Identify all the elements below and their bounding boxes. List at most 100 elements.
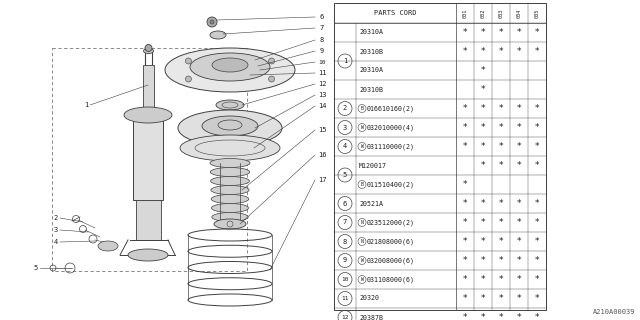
Text: *: * bbox=[463, 256, 467, 265]
Text: *: * bbox=[535, 294, 540, 303]
Text: *: * bbox=[516, 313, 521, 320]
Text: 004: 004 bbox=[516, 8, 522, 18]
Text: 8: 8 bbox=[343, 238, 347, 244]
Text: *: * bbox=[516, 47, 521, 56]
Text: 16: 16 bbox=[317, 152, 326, 158]
Text: W: W bbox=[360, 277, 364, 282]
Text: 005: 005 bbox=[534, 8, 540, 18]
Text: W: W bbox=[360, 125, 364, 130]
Text: *: * bbox=[481, 237, 485, 246]
Text: *: * bbox=[481, 85, 485, 94]
Circle shape bbox=[186, 58, 191, 64]
Text: 4: 4 bbox=[54, 239, 58, 245]
Ellipse shape bbox=[190, 53, 270, 81]
Ellipse shape bbox=[180, 135, 280, 161]
Text: 14: 14 bbox=[317, 103, 326, 109]
Text: 023512000(2): 023512000(2) bbox=[367, 219, 415, 226]
Text: 20310B: 20310B bbox=[359, 49, 383, 54]
Text: 032008000(6): 032008000(6) bbox=[367, 257, 415, 264]
Circle shape bbox=[186, 76, 191, 82]
Circle shape bbox=[269, 76, 275, 82]
Text: *: * bbox=[516, 294, 521, 303]
Text: 5: 5 bbox=[34, 265, 38, 271]
Text: *: * bbox=[516, 104, 521, 113]
Bar bbox=[136, 200, 161, 240]
Text: 15: 15 bbox=[317, 127, 326, 133]
Text: *: * bbox=[499, 256, 503, 265]
Text: 20310A: 20310A bbox=[359, 68, 383, 74]
Text: *: * bbox=[463, 294, 467, 303]
Text: 003: 003 bbox=[499, 8, 504, 18]
Text: *: * bbox=[481, 28, 485, 37]
Text: *: * bbox=[499, 237, 503, 246]
Text: *: * bbox=[535, 237, 540, 246]
Text: *: * bbox=[499, 47, 503, 56]
Text: 6: 6 bbox=[320, 14, 324, 20]
Ellipse shape bbox=[124, 107, 172, 123]
Text: 11: 11 bbox=[341, 296, 349, 301]
Text: *: * bbox=[535, 313, 540, 320]
Text: *: * bbox=[535, 104, 540, 113]
Text: *: * bbox=[499, 218, 503, 227]
Text: *: * bbox=[535, 28, 540, 37]
Text: 20310B: 20310B bbox=[359, 86, 383, 92]
Text: *: * bbox=[499, 275, 503, 284]
Text: *: * bbox=[481, 47, 485, 56]
Text: 7: 7 bbox=[320, 25, 324, 31]
Ellipse shape bbox=[165, 48, 295, 92]
Circle shape bbox=[210, 20, 214, 24]
Text: 9: 9 bbox=[320, 48, 324, 54]
Text: 17: 17 bbox=[317, 177, 326, 183]
Text: *: * bbox=[463, 47, 467, 56]
Text: 11: 11 bbox=[317, 70, 326, 76]
Text: B: B bbox=[360, 106, 364, 111]
Text: 4: 4 bbox=[343, 143, 347, 149]
Text: *: * bbox=[499, 294, 503, 303]
Ellipse shape bbox=[202, 116, 258, 136]
Text: 3: 3 bbox=[343, 124, 347, 131]
Text: *: * bbox=[463, 275, 467, 284]
Circle shape bbox=[207, 17, 217, 27]
Text: 20521A: 20521A bbox=[359, 201, 383, 206]
Text: *: * bbox=[481, 123, 485, 132]
Ellipse shape bbox=[211, 186, 249, 195]
Text: M120017: M120017 bbox=[359, 163, 387, 169]
Text: *: * bbox=[481, 142, 485, 151]
Text: 10: 10 bbox=[341, 277, 349, 282]
Text: *: * bbox=[463, 123, 467, 132]
Text: *: * bbox=[516, 218, 521, 227]
Ellipse shape bbox=[211, 204, 248, 212]
Text: *: * bbox=[535, 142, 540, 151]
Text: 011510400(2): 011510400(2) bbox=[367, 181, 415, 188]
Text: *: * bbox=[481, 161, 485, 170]
Text: *: * bbox=[516, 237, 521, 246]
Text: W: W bbox=[360, 144, 364, 149]
Text: *: * bbox=[535, 275, 540, 284]
Text: 031110000(2): 031110000(2) bbox=[367, 143, 415, 150]
Text: 002: 002 bbox=[481, 8, 486, 18]
Bar bbox=[143, 65, 154, 115]
Text: A210A00039: A210A00039 bbox=[593, 309, 635, 315]
Text: PARTS CORD: PARTS CORD bbox=[374, 10, 416, 16]
Text: *: * bbox=[463, 28, 467, 37]
Text: *: * bbox=[516, 199, 521, 208]
Text: 8: 8 bbox=[320, 37, 324, 43]
Bar bbox=[52, 48, 247, 271]
Text: 13: 13 bbox=[317, 92, 326, 98]
Ellipse shape bbox=[210, 158, 250, 167]
Text: 1: 1 bbox=[343, 58, 347, 64]
Text: 016610160(2): 016610160(2) bbox=[367, 105, 415, 112]
Text: 1: 1 bbox=[84, 102, 88, 108]
Text: 20310A: 20310A bbox=[359, 29, 383, 36]
Ellipse shape bbox=[211, 167, 250, 177]
Text: 6: 6 bbox=[343, 201, 347, 206]
Text: 3: 3 bbox=[54, 227, 58, 233]
Bar bbox=[133, 115, 163, 200]
Ellipse shape bbox=[214, 219, 246, 229]
Text: *: * bbox=[481, 218, 485, 227]
Text: 001: 001 bbox=[463, 8, 467, 18]
Text: 031108000(6): 031108000(6) bbox=[367, 276, 415, 283]
Text: 5: 5 bbox=[343, 172, 347, 178]
Text: *: * bbox=[481, 104, 485, 113]
Text: *: * bbox=[535, 199, 540, 208]
